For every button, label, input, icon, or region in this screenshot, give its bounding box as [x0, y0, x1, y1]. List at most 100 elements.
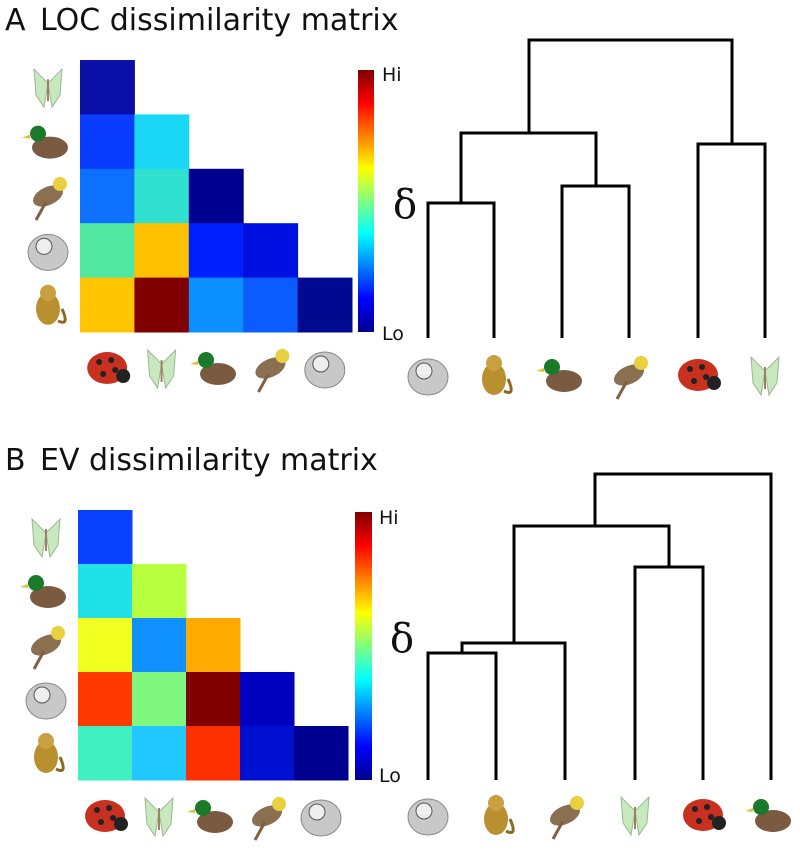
matrix-cell [134, 277, 190, 333]
wing [146, 348, 177, 390]
matrix-cell [243, 277, 299, 333]
tail [503, 378, 513, 394]
head [28, 575, 44, 591]
animal-icon-lemur [27, 233, 69, 271]
head [707, 376, 721, 390]
animal-icon-moth [750, 355, 780, 397]
matrix-cell [186, 618, 241, 673]
colorbar [358, 70, 374, 332]
panel-label: B [5, 443, 26, 478]
spot [703, 374, 709, 380]
animal-icon-duck [187, 800, 233, 833]
head [634, 356, 648, 370]
body [484, 803, 508, 835]
matrix-cell [186, 726, 241, 781]
animal-icon-duck [536, 359, 582, 392]
leg [615, 380, 629, 400]
spot [108, 357, 115, 363]
matrix-cell [132, 618, 187, 673]
animal-icon-lemur [304, 351, 346, 389]
matrix-cell [80, 114, 135, 170]
body [546, 370, 582, 392]
leg [257, 373, 270, 393]
animal-icon-moth [620, 795, 650, 837]
body [31, 634, 61, 656]
body [200, 363, 236, 385]
wing [750, 355, 780, 397]
matrix-cell [78, 564, 133, 619]
delta-symbol: δ [390, 616, 414, 662]
face [33, 686, 51, 704]
matrix-cell [240, 726, 295, 781]
delta-symbol: δ [393, 182, 417, 228]
animal-icon-bird [614, 356, 648, 400]
head [272, 797, 286, 811]
matrix-cell [78, 726, 133, 781]
wing [144, 796, 174, 838]
animal-icon-bird [255, 349, 290, 393]
spot [100, 371, 107, 377]
matrix-cell [188, 277, 244, 333]
body [252, 805, 282, 827]
beak [187, 809, 195, 813]
face [415, 362, 433, 380]
body [755, 810, 791, 832]
wing [33, 67, 63, 109]
spot [691, 378, 697, 384]
spot [699, 364, 705, 370]
matrix-cell [132, 726, 187, 781]
beak [190, 361, 198, 365]
body [32, 136, 68, 159]
matrix-cell [294, 726, 349, 781]
body [482, 363, 506, 395]
matrix-cell [80, 168, 135, 224]
spot [687, 366, 693, 372]
matrix-cell [132, 672, 187, 727]
matrix-cell [243, 223, 299, 279]
beak [536, 368, 544, 372]
leg [34, 201, 48, 221]
spot [96, 359, 103, 365]
body [614, 364, 644, 386]
spot [692, 806, 698, 812]
animal-icon-bird [550, 796, 584, 840]
head [570, 796, 584, 810]
matrix-cell [240, 672, 295, 727]
matrix-cell [80, 60, 135, 115]
face [415, 802, 433, 820]
animal-icon-lemur [407, 798, 449, 836]
animal-icon-moth [144, 796, 174, 838]
matrix-cell [80, 277, 135, 333]
animal-icon-monkey [482, 355, 513, 395]
animal-icon-ladybug [85, 800, 128, 832]
tail [57, 308, 67, 324]
colorbar-low: Lo [379, 765, 401, 787]
beak [745, 808, 753, 812]
dendrogram [426, 472, 773, 780]
animal-icon-ladybug [678, 359, 721, 391]
animal-icon-lemur [300, 799, 342, 837]
spot [112, 367, 119, 373]
head [753, 799, 769, 815]
colorbar-high: Hi [379, 507, 399, 529]
face [312, 355, 330, 373]
matrix-cell [186, 672, 241, 727]
leg [32, 650, 46, 670]
animal-icon-ladybug [87, 352, 131, 384]
matrix-cell [80, 223, 135, 279]
animal-icon-bird [33, 177, 67, 221]
wing [620, 795, 650, 837]
head [38, 733, 54, 749]
spot [704, 804, 710, 810]
body [34, 741, 58, 773]
face [308, 803, 326, 821]
dendrogram [426, 38, 767, 338]
head [116, 369, 131, 383]
head [51, 626, 65, 640]
head [486, 355, 502, 371]
head [488, 795, 504, 811]
leg [253, 821, 267, 841]
matrix-cell [297, 277, 353, 333]
head [30, 125, 46, 142]
animal-icon-moth [146, 348, 177, 390]
